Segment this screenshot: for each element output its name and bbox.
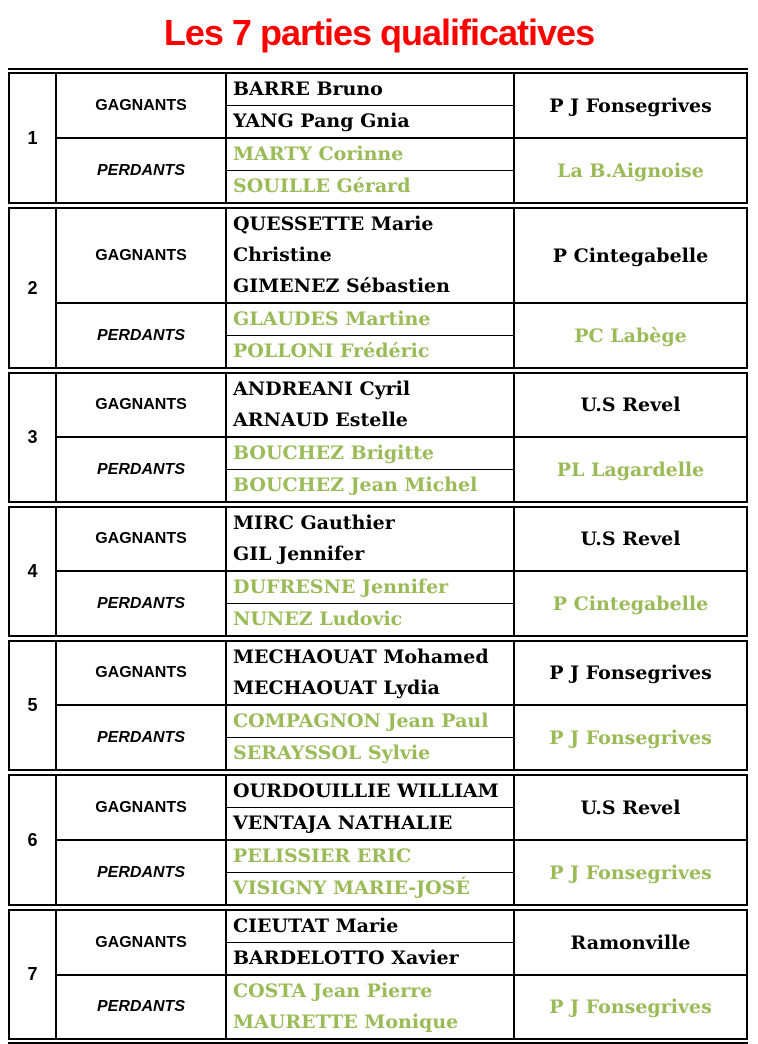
- loser-player-2: POLLONI Frédéric: [226, 335, 515, 368]
- match-number: 7: [9, 910, 57, 1039]
- loser-player-1: COSTA Jean Pierre: [226, 974, 515, 1007]
- losers-label: PERDANTS: [56, 839, 227, 905]
- losers-club: P J Fonsegrives: [514, 839, 747, 905]
- match-number: 5: [9, 641, 57, 770]
- losers-club: P J Fonsegrives: [514, 704, 747, 770]
- losers-club: P Cintegabelle: [514, 570, 747, 636]
- losers-label: PERDANTS: [56, 137, 227, 203]
- losers-club: PL Lagardelle: [514, 436, 747, 502]
- losers-club: P J Fonsegrives: [514, 974, 747, 1039]
- winner-player-2: GIMENEZ Sébastien: [226, 271, 515, 303]
- winner-player-1: QUESSETTE Marie Christine: [226, 208, 515, 271]
- page-title: Les 7 parties qualificatives: [163, 12, 595, 53]
- winners-label: GAGNANTS: [56, 208, 227, 303]
- match-number: 3: [9, 373, 57, 502]
- winners-club: U.S Revel: [580, 394, 681, 416]
- losers-label: PERDANTS: [56, 570, 227, 636]
- winners-club: P J Fonsegrives: [549, 94, 712, 117]
- match-section-5: 5 GAGNANTS MECHAOUAT Mohamed P J Fonsegr…: [8, 640, 748, 771]
- winner-player-2: ARNAUD Estelle: [226, 405, 515, 437]
- losers-club: PC Labège: [514, 302, 747, 368]
- losers-label: PERDANTS: [56, 436, 227, 502]
- winner-player-1: BARRE Bruno: [226, 73, 515, 106]
- loser-player-1: COMPAGNON Jean Paul: [226, 704, 515, 738]
- winner-player-2: YANG Pang Gnia: [226, 105, 515, 138]
- losers-label: PERDANTS: [56, 974, 227, 1039]
- match-section-6: 6 GAGNANTS OURDOUILLIE WILLIAM U.S Revel…: [8, 774, 748, 906]
- winner-player-2: MECHAOUAT Lydia: [226, 673, 515, 705]
- winner-player-1: MECHAOUAT Mohamed: [226, 641, 515, 673]
- loser-player-1: DUFRESNE Jennifer: [226, 570, 515, 604]
- match-section-1: 1 GAGNANTS BARRE Bruno P J Fonsegrives Y…: [8, 72, 748, 204]
- winners-club: P Cintegabelle: [552, 244, 709, 267]
- match-number: 6: [9, 775, 57, 905]
- loser-player-1: BOUCHEZ Brigitte: [226, 436, 515, 470]
- winner-player-1: MIRC Gauthier: [226, 507, 515, 539]
- match-section-4: 4 GAGNANTS MIRC Gauthier U.S Revel GIL J…: [8, 506, 748, 637]
- winner-player-2: BARDELOTTO Xavier: [226, 942, 515, 975]
- loser-player-2: SERAYSSOL Sylvie: [226, 737, 515, 770]
- loser-player-2: MAURETTE Monique: [226, 1007, 515, 1039]
- losers-label: PERDANTS: [56, 302, 227, 368]
- match-section-3: 3 GAGNANTS ANDREANI Cyril U.S Revel ARNA…: [8, 372, 748, 503]
- match-section-2: 2 GAGNANTS QUESSETTE Marie Christine P C…: [8, 207, 748, 369]
- winner-player-1: OURDOUILLIE WILLIAM: [226, 775, 515, 808]
- results-page: Les 7 parties qualificatives 1 GAGNANTS …: [0, 12, 758, 1044]
- loser-player-2: VISIGNY MARIE-JOSÉ: [226, 872, 515, 905]
- winners-label: GAGNANTS: [56, 775, 227, 840]
- winner-player-1: ANDREANI Cyril: [226, 373, 515, 405]
- table-top-rule: [8, 68, 748, 70]
- match-section-7: 7 GAGNANTS CIEUTAT Marie Ramonville BARD…: [8, 909, 748, 1040]
- loser-player-2: NUNEZ Ludovic: [226, 603, 515, 636]
- match-number: 1: [9, 73, 57, 203]
- winner-player-2: VENTAJA NATHALIE: [226, 807, 515, 840]
- winners-club: U.S Revel: [580, 528, 681, 550]
- loser-player-1: GLAUDES Martine: [226, 302, 515, 336]
- losers-label: PERDANTS: [56, 704, 227, 770]
- loser-player-2: BOUCHEZ Jean Michel: [226, 469, 515, 502]
- qualifying-results-table: 1 GAGNANTS BARRE Bruno P J Fonsegrives Y…: [8, 68, 748, 1044]
- winners-label: GAGNANTS: [56, 641, 227, 705]
- winners-club: U.S Revel: [580, 796, 681, 819]
- winners-label: GAGNANTS: [56, 373, 227, 437]
- winners-label: GAGNANTS: [56, 910, 227, 975]
- loser-player-2: SOUILLE Gérard: [226, 170, 515, 203]
- winners-label: GAGNANTS: [56, 73, 227, 138]
- winner-player-1: CIEUTAT Marie: [226, 910, 515, 943]
- winners-club: P J Fonsegrives: [549, 662, 712, 684]
- losers-club: La B.Aignoise: [514, 137, 747, 203]
- match-number: 2: [9, 208, 57, 368]
- winners-label: GAGNANTS: [56, 507, 227, 571]
- winner-player-2: GIL Jennifer: [226, 539, 515, 571]
- loser-player-1: MARTY Corinne: [226, 137, 515, 171]
- loser-player-1: PELISSIER ERIC: [226, 839, 515, 873]
- winners-club: Ramonville: [570, 931, 691, 954]
- match-number: 4: [9, 507, 57, 636]
